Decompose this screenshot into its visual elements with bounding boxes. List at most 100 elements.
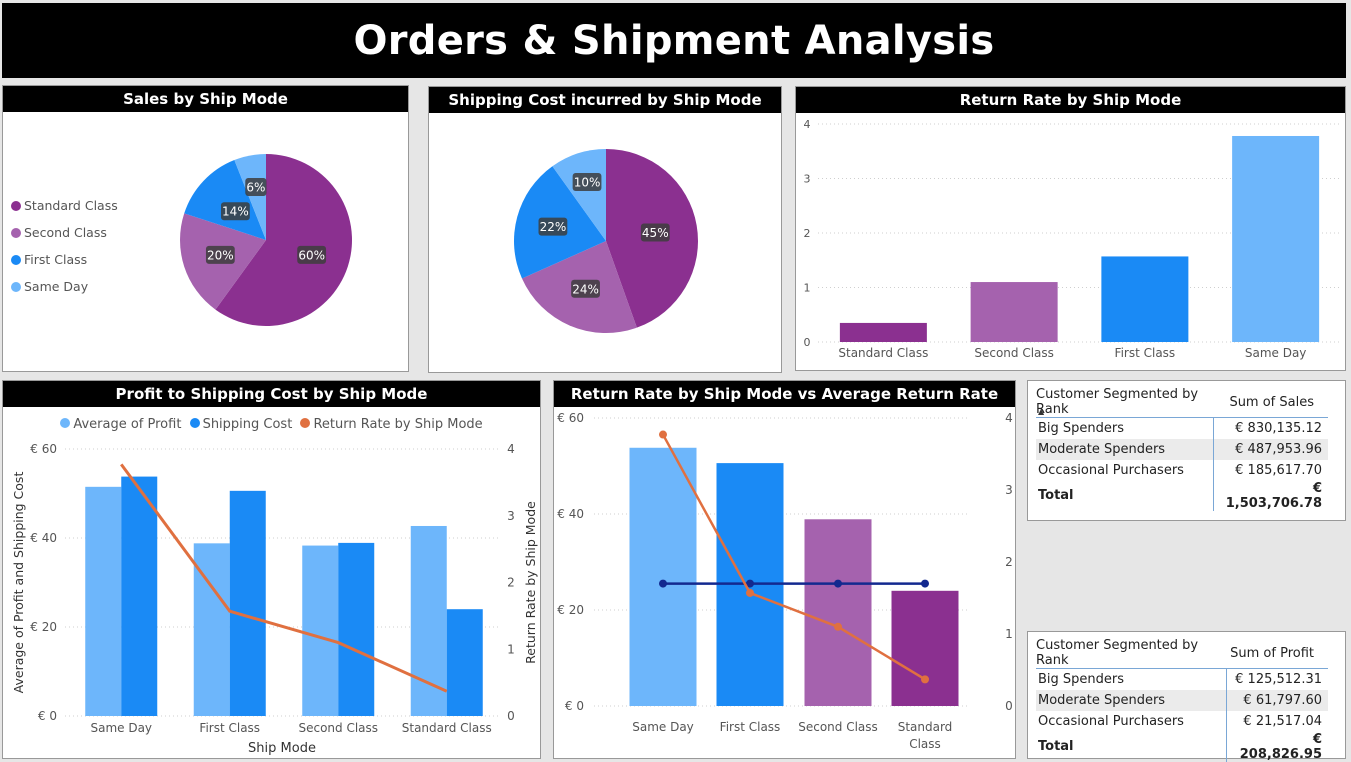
legend-item-shipping-cost[interactable]: Shipping Cost — [189, 417, 293, 432]
segment-name: Big Spenders — [1038, 420, 1125, 436]
column-header-segment[interactable]: Customer Segmented by Rank — [1036, 638, 1227, 669]
data-label-bg — [640, 223, 670, 242]
table-total-row: Total € 208,826.95 — [1036, 731, 1328, 762]
y2-axis-title: Return Rate by Ship Mode — [523, 501, 538, 664]
bar-second-class[interactable] — [970, 282, 1058, 342]
segment-value: € 21,517.04 — [1226, 710, 1328, 732]
return-rate-marker — [834, 622, 842, 631]
legend-item-same-day[interactable]: Same Day — [11, 273, 118, 300]
table-row[interactable]: Big Spenders € 125,512.31 — [1036, 668, 1328, 690]
average-line-marker — [834, 579, 842, 588]
x-tick-label: Second Class — [974, 346, 1054, 360]
segment-name: Moderate Spenders — [1036, 689, 1227, 711]
return-rate-vs-average-panel[interactable]: Return Rate by Ship Mode vs Average Retu… — [553, 380, 1016, 759]
y-tick-label: 0 — [804, 336, 811, 349]
sales-by-segment-table: Customer Segmented by Rank ▲ Sum of Sales… — [1036, 387, 1328, 511]
y2-tick-label: 2 — [507, 576, 515, 590]
legend-label: Same Day — [24, 279, 89, 294]
bar-average-of-profit-second-class[interactable] — [302, 545, 339, 716]
column-header-segment[interactable]: Customer Segmented by Rank ▲ — [1036, 387, 1214, 418]
bar-same-day[interactable] — [1232, 135, 1320, 342]
data-label: 20% — [207, 248, 234, 262]
bar-first-class[interactable] — [1101, 256, 1189, 342]
y-tick-label: 4 — [804, 118, 811, 131]
y-tick-label: 2 — [804, 227, 811, 240]
legend-dot — [11, 227, 21, 238]
bar-same-day[interactable] — [629, 447, 697, 706]
x-axis-title: Ship Mode — [248, 741, 316, 756]
average-line-marker — [921, 579, 929, 588]
table-row[interactable]: Moderate Spenders € 61,797.60 — [1036, 689, 1328, 711]
segment-name: Big Spenders — [1038, 671, 1125, 687]
legend-label: Return Rate by Ship Mode — [313, 417, 483, 432]
data-label-bg — [571, 279, 600, 298]
legend-item-first-class[interactable]: First Class — [11, 246, 118, 273]
x-tick-label: Same Day — [90, 721, 152, 735]
return-rate-marker — [746, 588, 754, 597]
profit-by-segment-table-panel[interactable]: Customer Segmented by Rank Sum of Profit… — [1027, 631, 1346, 762]
pie-slice-standard-class[interactable] — [215, 154, 353, 326]
x-tick-label: First Class — [1115, 346, 1176, 360]
y-tick-label: € 60 — [557, 411, 584, 425]
bar-shipping-cost-standard-class[interactable] — [446, 609, 483, 716]
x-tick-label: Same Day — [1245, 346, 1307, 360]
y-tick-label: € 40 — [557, 507, 584, 521]
legend-dot — [11, 200, 21, 211]
bar-shipping-cost-second-class[interactable] — [338, 542, 375, 716]
data-label: 45% — [642, 226, 669, 240]
sales-pie-chart[interactable]: 60% 20% 14% 6% — [3, 86, 409, 372]
legend-dot — [189, 418, 200, 428]
y-tick-label: € 60 — [30, 442, 57, 456]
average-line-marker — [659, 579, 667, 588]
panel-title: Sales by Ship Mode — [3, 86, 408, 112]
shipping-cost-pie-chart[interactable]: 45% 24% 22% 10% — [429, 87, 782, 373]
profit-combo-chart[interactable]: € 0 € 20 € 40 € 60 0 1 2 3 4 Same Day First Class S… — [3, 381, 541, 759]
legend-item-standard-class[interactable]: Standard Class — [11, 192, 118, 219]
sales-by-segment-table-panel[interactable]: Customer Segmented by Rank ▲ Sum of Sales… — [1027, 380, 1346, 521]
x-tick-label: Second Class — [298, 721, 378, 735]
return-rate-line — [661, 433, 926, 681]
panel-title: Return Rate by Ship Mode vs Average Retu… — [554, 381, 1015, 407]
y2-tick-label: 4 — [507, 442, 515, 456]
y-tick-label: 3 — [804, 173, 811, 186]
return-rate-bar-chart[interactable]: 0 1 2 3 4 Standard Class Second Class First Cla… — [796, 87, 1346, 371]
y-tick-label: 1 — [804, 282, 811, 295]
column-header-sum-of-profit[interactable]: Sum of Profit — [1226, 638, 1328, 669]
data-label-bg — [245, 177, 267, 196]
bar-shipping-cost-same-day[interactable] — [121, 476, 158, 716]
table-row[interactable]: Occasional Purchasers € 21,517.04 — [1036, 710, 1328, 732]
bar-shipping-cost-first-class[interactable] — [229, 490, 266, 716]
y-tick-label: € 20 — [30, 620, 57, 634]
y2-tick-label: 0 — [507, 709, 515, 723]
y2-tick-label: 2 — [1005, 555, 1013, 569]
sales-by-ship-mode-panel[interactable]: Sales by Ship Mode Standard Class Second… — [2, 85, 409, 372]
bar-standard-class[interactable] — [839, 322, 927, 342]
total-value: € 1,503,706.78 — [1213, 480, 1328, 511]
table-row[interactable]: Moderate Spenders € 487,953.96 — [1036, 438, 1328, 460]
profit-to-shipping-cost-panel[interactable]: Profit to Shipping Cost by Ship Mode Ave… — [2, 380, 541, 759]
shipping-cost-by-ship-mode-panel[interactable]: Shipping Cost incurred by Ship Mode 45% 2… — [428, 86, 782, 373]
table-row[interactable]: Occasional Purchasers € 185,617.70 — [1036, 459, 1328, 481]
legend-item-return-rate[interactable]: Return Rate by Ship Mode — [300, 417, 483, 432]
x-tick-label: Second Class — [798, 720, 878, 734]
column-header-sum-of-sales[interactable]: Sum of Sales — [1213, 387, 1328, 418]
pie-slice-same-day[interactable] — [234, 154, 266, 240]
profit-combo-legend: Average of Profit Shipping Cost Return R… — [3, 417, 540, 432]
table-row[interactable]: Big Spenders € 830,135.12 — [1036, 417, 1328, 439]
legend-item-average-of-profit[interactable]: Average of Profit — [60, 417, 181, 432]
table-total-row: Total € 1,503,706.78 — [1036, 480, 1328, 511]
pie-slice-same-day[interactable] — [552, 149, 606, 241]
bar-second-class[interactable] — [804, 519, 872, 706]
return-rate-vs-average-chart[interactable]: € 0 € 20 € 40 € 60 0 1 2 3 4 Same Day First Class S… — [554, 381, 1016, 759]
bar-average-of-profit-same-day[interactable] — [85, 486, 122, 716]
data-label: 60% — [298, 248, 325, 262]
y2-tick-label: 0 — [1005, 699, 1013, 713]
segment-name: Occasional Purchasers — [1038, 462, 1184, 478]
return-rate-by-ship-mode-panel[interactable]: Return Rate by Ship Mode 0 1 2 3 4 Standard C… — [795, 86, 1346, 371]
bar-standard-class[interactable] — [891, 590, 959, 706]
legend-item-second-class[interactable]: Second Class — [11, 219, 118, 246]
legend-label: Shipping Cost — [202, 417, 293, 432]
x-tick-label: Standard Class — [838, 346, 928, 360]
y2-tick-label: 3 — [1005, 483, 1013, 497]
sort-ascending-icon[interactable]: ▲ — [1038, 407, 1045, 416]
